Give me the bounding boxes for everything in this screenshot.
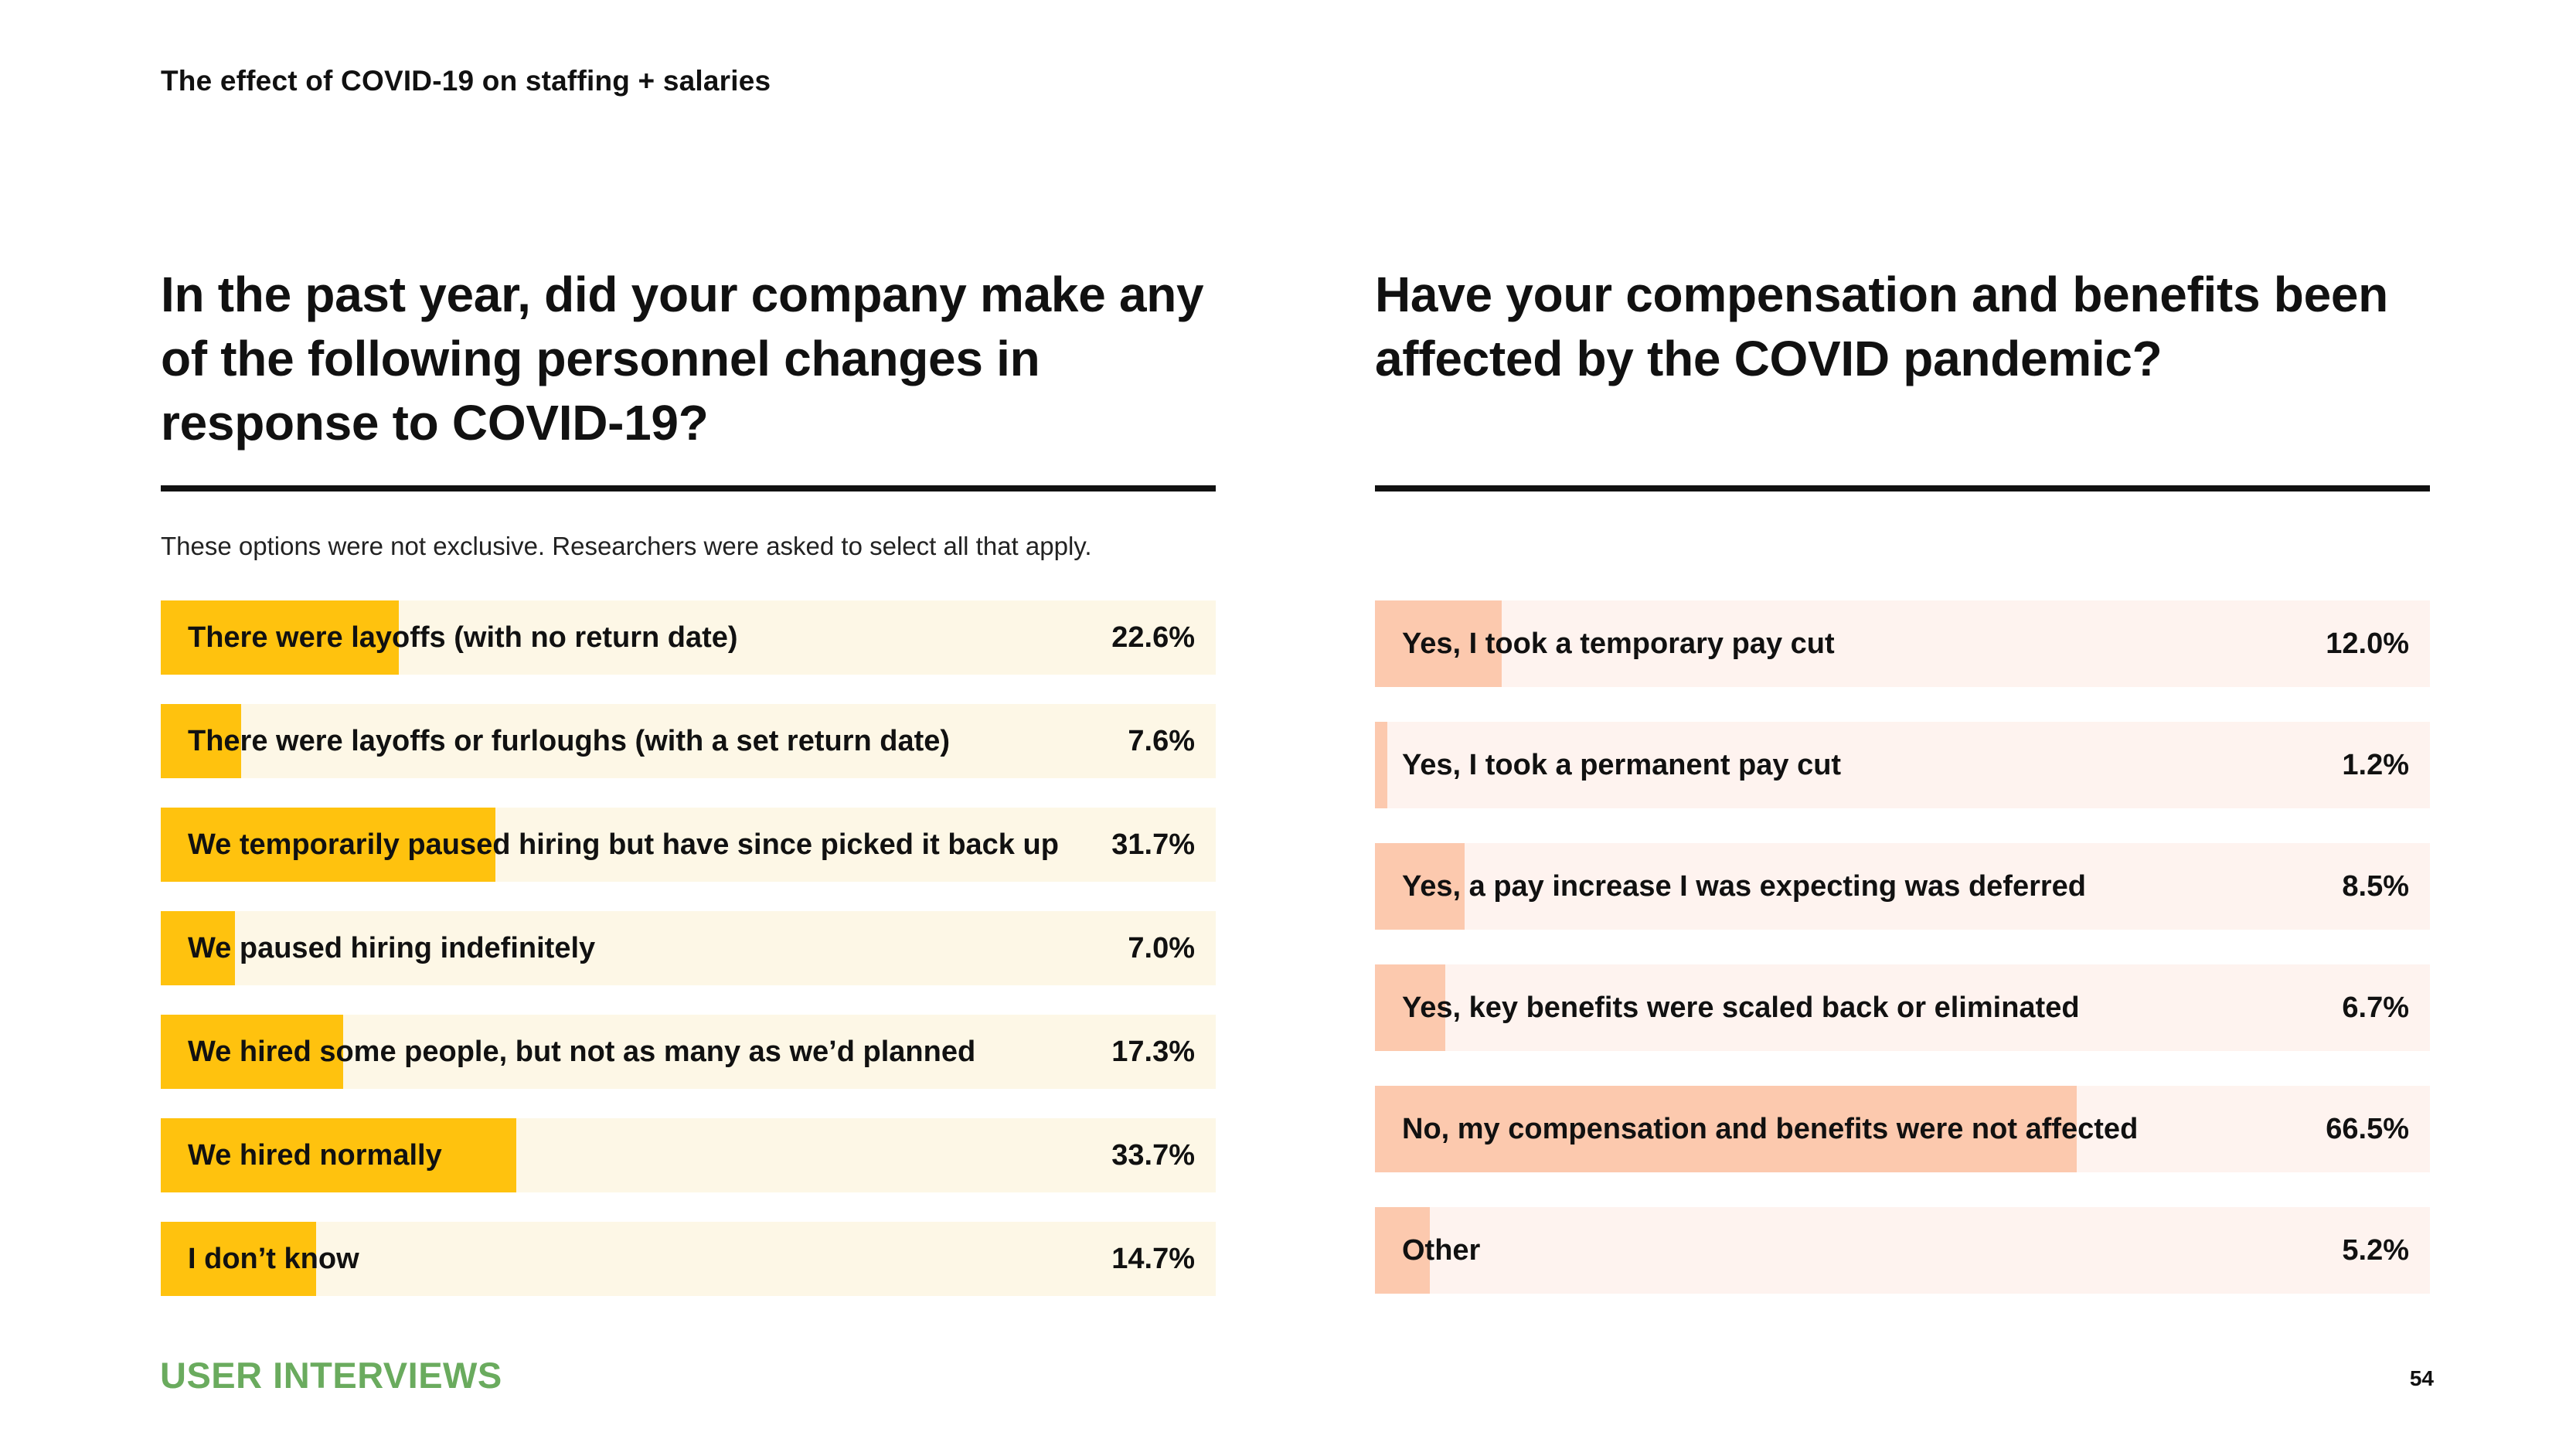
bar-label: We hired some people, but not as many as…	[188, 1035, 976, 1068]
bar-value-label: 66.5%	[2326, 1112, 2409, 1145]
bar-label: There were layoffs (with no return date)	[188, 621, 738, 654]
bar-fill	[1375, 843, 1465, 930]
bar-row: I don’t know 14.7%	[161, 1222, 1216, 1296]
bar-row: There were layoffs (with no return date)…	[161, 600, 1216, 675]
bar-row: Other 5.2%	[1375, 1207, 2430, 1294]
bar-value-label: 14.7%	[1111, 1242, 1195, 1275]
bar-value-label: 12.0%	[2326, 627, 2409, 660]
bar-row: We hired some people, but not as many as…	[161, 1015, 1216, 1089]
bar-label: We temporarily paused hiring but have si…	[188, 828, 1059, 861]
page-header-title: The effect of COVID-19 on staffing + sal…	[161, 65, 771, 97]
bar-row: Yes, I took a temporary pay cut 12.0%	[1375, 600, 2430, 687]
bar-row: Yes, a pay increase I was expecting was …	[1375, 843, 2430, 930]
chart-note: These options were not exclusive. Resear…	[161, 532, 1092, 560]
bar-value-label: 33.7%	[1111, 1138, 1195, 1172]
compensation-chart: Have your compensation and benefits been…	[1375, 263, 2430, 1294]
bar-row: There were layoffs or furloughs (with a …	[161, 704, 1216, 778]
bar-label: Yes, I took a temporary pay cut	[1402, 627, 1835, 660]
bar-value-label: 22.6%	[1111, 621, 1195, 654]
chart-title: Have your compensation and benefits been…	[1375, 267, 2388, 386]
bar-row: Yes, key benefits were scaled back or el…	[1375, 964, 2430, 1051]
bar-list: There were layoffs (with no return date)…	[161, 600, 1216, 1325]
bar-value-label: 1.2%	[2342, 748, 2409, 781]
personnel-changes-chart: In the past year, did your company make …	[161, 263, 1216, 1296]
bar-label: There were layoffs or furloughs (with a …	[188, 724, 951, 757]
bar-row: We hired normally 33.7%	[161, 1118, 1216, 1192]
bar-row: We temporarily paused hiring but have si…	[161, 808, 1216, 882]
title-divider	[161, 485, 1216, 492]
bar-fill	[161, 911, 235, 985]
bar-row: Yes, I took a permanent pay cut 1.2%	[1375, 722, 2430, 808]
bar-fill	[1375, 600, 1502, 687]
brand-logo-text: USER INTERVIEWS	[160, 1355, 502, 1396]
bar-value-label: 5.2%	[2342, 1233, 2409, 1267]
bar-label: Other	[1402, 1233, 1481, 1267]
bar-label: Yes, a pay increase I was expecting was …	[1402, 869, 2087, 903]
chart-title: In the past year, did your company make …	[161, 267, 1204, 451]
bar-fill	[1375, 722, 1388, 808]
page-number: 54	[2409, 1366, 2434, 1390]
bar-value-label: 7.0%	[1128, 931, 1195, 964]
bar-fill	[1375, 1207, 1430, 1294]
bar-fill	[161, 600, 400, 675]
bar-value-label: 31.7%	[1111, 828, 1195, 861]
bar-fill	[1375, 1086, 2077, 1172]
bar-label: No, my compensation and benefits were no…	[1402, 1112, 2139, 1145]
bar-label: Yes, I took a permanent pay cut	[1402, 748, 1842, 781]
bar-fill	[1375, 964, 1446, 1051]
bar-fill	[161, 1015, 344, 1089]
bar-fill	[161, 704, 241, 778]
bar-fill	[161, 808, 495, 882]
bar-value-label: 6.7%	[2342, 991, 2409, 1024]
title-divider	[1375, 485, 2430, 492]
bar-value-label: 7.6%	[1128, 724, 1195, 757]
bar-row: No, my compensation and benefits were no…	[1375, 1086, 2430, 1172]
bar-fill	[161, 1222, 316, 1296]
bar-list: Yes, I took a temporary pay cut 12.0% Yes,…	[1375, 600, 2430, 1328]
bar-row: We paused hiring indefinitely 7.0%	[161, 911, 1216, 985]
bar-value-label: 17.3%	[1111, 1035, 1195, 1068]
bar-label: We paused hiring indefinitely	[188, 931, 596, 964]
bar-label: We hired normally	[188, 1138, 442, 1172]
bar-label: Yes, key benefits were scaled back or el…	[1402, 991, 2080, 1024]
bar-label: I don’t know	[188, 1242, 359, 1275]
bar-fill	[161, 1118, 516, 1192]
bar-value-label: 8.5%	[2342, 869, 2409, 903]
